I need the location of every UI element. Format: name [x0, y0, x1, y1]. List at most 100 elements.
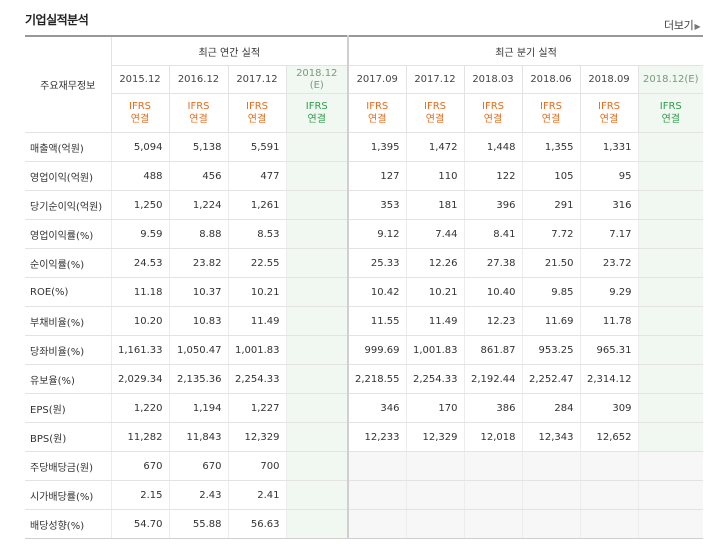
table-row: EPS(원) 1,220 1,194 1,227 346 170 386 284 309	[25, 393, 704, 423]
chevron-right-icon: ▶	[694, 22, 701, 31]
table-cell: 8.88	[168, 219, 228, 249]
table-cell: 56.63	[227, 509, 286, 539]
table-cell	[285, 219, 349, 249]
table-cell	[285, 132, 349, 162]
table-cell	[463, 480, 522, 510]
table-cell	[285, 335, 349, 365]
consolidated-label: 연결	[307, 114, 326, 125]
table-cell	[637, 277, 704, 307]
table-row: ROE(%) 11.18 10.37 10.21 10.42 10.21 10.40 9.85…	[25, 277, 704, 307]
table-cell	[285, 509, 349, 539]
table-cell	[463, 451, 522, 481]
table-cell: 346	[347, 393, 406, 423]
table-cell: 2.43	[168, 480, 228, 510]
table-cell	[285, 480, 349, 510]
estimate-label: (E)	[309, 79, 324, 91]
table-cell: 110	[405, 161, 464, 191]
more-label[interactable]: 더보기	[664, 19, 694, 32]
table-cell: 9.85	[521, 277, 580, 307]
table-cell: 1,472	[405, 132, 464, 162]
table-cell: 5,138	[168, 132, 228, 162]
ifrs-header: IFRS 연결	[405, 93, 464, 133]
table-cell	[637, 393, 704, 423]
table-cell: 9.29	[579, 277, 638, 307]
table-cell: 1,161.33	[110, 335, 169, 365]
table-cell: 10.37	[168, 277, 228, 307]
table-cell: 95	[579, 161, 638, 191]
table-cell: 316	[579, 190, 638, 220]
table-row: 시가배당률(%) 2.15 2.43 2.41	[25, 480, 704, 510]
table-cell: 12,343	[521, 422, 580, 452]
table-cell: 2,252.47	[521, 364, 580, 394]
table-cell	[347, 451, 406, 481]
table-cell: 1,250	[110, 190, 169, 220]
table-cell: 1,331	[579, 132, 638, 162]
table-cell	[347, 480, 406, 510]
row-label: 당기순이익(억원)	[25, 190, 111, 220]
period-label: 2018.12	[643, 74, 685, 85]
table-cell: 11.55	[347, 306, 406, 336]
table-cell	[637, 306, 704, 336]
table-cell	[637, 161, 704, 191]
table-cell	[405, 480, 464, 510]
period-header: 2018.12(E)	[637, 65, 704, 94]
table-cell	[637, 480, 704, 510]
table-cell: 1,001.83	[227, 335, 286, 365]
ifrs-label: IFRS	[366, 101, 389, 112]
table-cell: 7.17	[579, 219, 638, 249]
row-label: 배당성향(%)	[25, 509, 111, 539]
ifrs-header: IFRS 연결	[227, 93, 286, 133]
row-header: 주요재무정보	[25, 35, 111, 133]
table-cell	[637, 248, 704, 278]
ifrs-label: IFRS	[187, 101, 210, 112]
ifrs-label: IFRS	[482, 101, 504, 112]
table-cell: 21.50	[521, 248, 580, 278]
period-label: 2015.12	[119, 74, 161, 85]
table-cell: 2,192.44	[463, 364, 522, 394]
table-cell: 1,355	[521, 132, 580, 162]
table-cell	[579, 509, 638, 539]
table-cell	[637, 190, 704, 220]
more-link[interactable]: 더보기▶	[664, 17, 701, 33]
table-cell: 12,233	[347, 422, 406, 452]
table-cell: 181	[405, 190, 464, 220]
table-cell: 7.72	[521, 219, 580, 249]
table-cell: 386	[463, 393, 522, 423]
period-header: 2016.12	[168, 65, 228, 94]
table-cell: 700	[227, 451, 286, 481]
ifrs-label: IFRS	[540, 101, 562, 112]
table-cell: 11,843	[168, 422, 228, 452]
table-row: 부채비율(%) 10.20 10.83 11.49 11.55 11.49 12.23 11.…	[25, 306, 704, 336]
table-cell	[405, 509, 464, 539]
table-cell: 23.72	[579, 248, 638, 278]
ifrs-header: IFRS 연결	[168, 93, 228, 133]
table-cell	[579, 451, 638, 481]
table-cell	[637, 335, 704, 365]
table-cell: 127	[347, 161, 406, 191]
table-cell: 27.38	[463, 248, 522, 278]
table-cell: 670	[110, 451, 169, 481]
period-header: 2015.12	[110, 65, 169, 94]
row-label: 시가배당률(%)	[25, 480, 111, 510]
period-header: 2018.12(E)	[285, 65, 349, 94]
table-cell	[579, 480, 638, 510]
table-row: 당좌비율(%) 1,161.33 1,050.47 1,001.83 999.69 1,0…	[25, 335, 704, 365]
table-row: BPS(원) 11,282 11,843 12,329 12,233 12,329 12,0…	[25, 422, 704, 452]
table-row: 영업이익(억원) 488 456 477 127 110 122 105 95	[25, 161, 704, 191]
section-title: 기업실적분석	[25, 13, 89, 27]
ifrs-header: IFRS 연결	[463, 93, 522, 133]
period-header: 2018.09	[579, 65, 638, 94]
table-cell: 11.49	[227, 306, 286, 336]
table-row: 주당배당금(원) 670 670 700	[25, 451, 704, 481]
table-cell: 353	[347, 190, 406, 220]
table-row: 매출액(억원) 5,094 5,138 5,591 1,395 1,472 1,448 1,3…	[25, 132, 704, 162]
table-cell	[637, 219, 704, 249]
consolidated-label: 연결	[368, 114, 387, 125]
table-row: 배당성향(%) 54.70 55.88 56.63	[25, 509, 704, 539]
table-cell: 670	[168, 451, 228, 481]
table-cell: 24.53	[110, 248, 169, 278]
table-cell	[637, 451, 704, 481]
table-cell: 22.55	[227, 248, 286, 278]
ifrs-label: IFRS	[659, 101, 682, 112]
table-cell: 11.69	[521, 306, 580, 336]
